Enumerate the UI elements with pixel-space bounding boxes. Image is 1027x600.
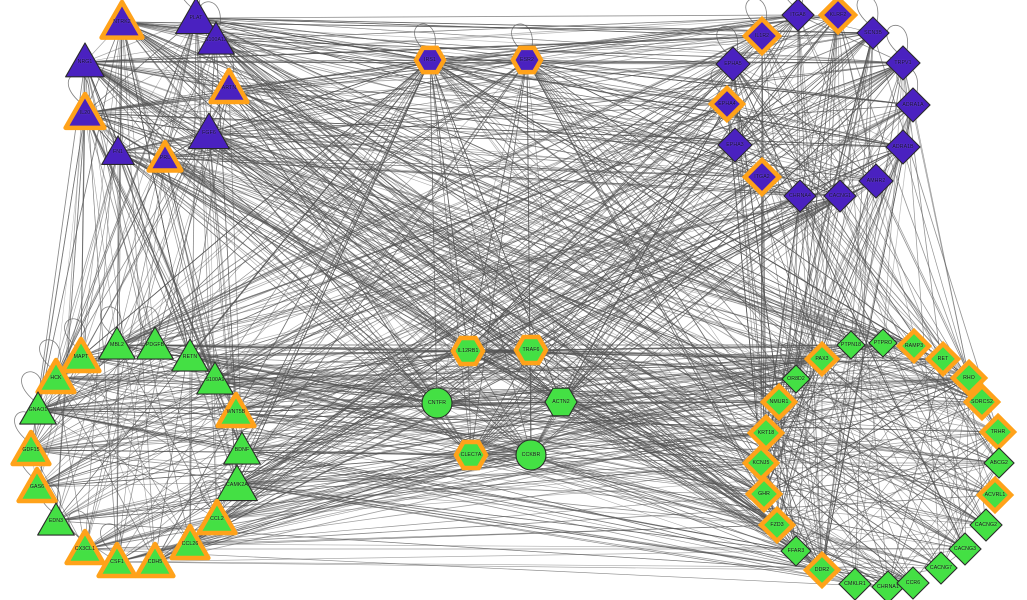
triangle-icon [171,338,209,372]
triangle-icon [64,528,106,566]
circle-icon [421,387,453,419]
hexagon-icon [413,45,447,75]
diamond-icon [924,551,958,585]
triangle-icon [35,357,77,395]
diamond-icon [802,550,842,590]
triangle-icon [37,502,75,536]
triangle-icon [197,21,235,55]
graph-node[interactable]: S100A12 [192,16,240,64]
graph-node[interactable]: NRG1 [60,37,110,87]
triangle-icon [65,42,105,78]
triangle-icon [223,431,261,465]
triangle-icon [134,541,176,579]
diamond-icon [757,505,797,545]
triangle-icon [146,139,184,173]
diamond-icon [868,328,898,358]
diamond-icon [803,340,841,378]
diamond-icon [924,340,962,378]
triangle-icon [216,464,258,502]
diamond-icon [783,179,817,213]
diamond-icon [895,327,933,365]
hexagon-icon [450,335,486,367]
triangle-icon [98,326,136,360]
graph-node[interactable]: CHRNA4 [778,174,822,218]
triangle-icon [175,0,217,35]
diamond-icon [895,87,931,123]
diamond-icon [978,412,1018,452]
graph-node[interactable]: CACNG1 [818,174,862,218]
diamond-icon [858,163,894,199]
triangle-icon [169,523,211,561]
graph-node[interactable]: ITGA8 [776,0,820,37]
graph-node[interactable]: TRPV1 [880,40,926,86]
graph-node[interactable]: EPHA5 [710,41,756,87]
diamond-icon [780,535,812,567]
diamond-icon [948,532,982,566]
diamond-icon [885,129,921,165]
diamond-icon [744,474,784,514]
graph-node[interactable]: CLEC7A [450,434,492,476]
diamond-icon [836,330,866,360]
graph-node[interactable]: CNTFR [416,382,458,424]
diamond-icon [781,0,815,32]
graph-node[interactable]: IRS1 [410,40,450,80]
diamond-icon [759,382,799,422]
diamond-icon [975,475,1015,515]
triangle-icon [188,112,230,150]
diamond-icon [741,15,783,57]
diamond-icon [715,46,751,82]
diamond-icon [741,156,783,198]
triangle-icon [63,91,107,131]
diamond-icon [885,45,921,81]
triangle-icon [215,391,257,429]
graph-node[interactable]: CCKBR [510,434,552,476]
graph-node[interactable]: ESR2 [507,40,547,80]
graph-node[interactable]: IL12RB1 [447,330,489,372]
graph-node[interactable]: FN1 [96,130,140,174]
hexagon-icon [513,334,549,366]
triangle-icon [16,466,58,504]
triangle-icon [19,391,57,425]
triangle-icon [208,67,250,105]
graph-node[interactable]: CCL26 [166,520,214,568]
triangle-icon [196,498,238,536]
graph-node[interactable]: ADRA1A [890,82,936,128]
triangle-icon [101,135,135,166]
triangle-icon [136,326,174,360]
hexagon-icon [510,45,544,75]
triangle-icon [96,541,138,579]
graph-node[interactable]: ARTN [205,64,253,112]
triangle-icon [10,429,52,467]
triangle-icon [196,361,234,395]
circle-icon [515,439,547,471]
diamond-icon [823,179,857,213]
triangle-icon [60,336,102,374]
diamond-icon [969,508,1003,542]
graph-node[interactable]: PRL [143,136,187,180]
diamond-icon [983,447,1015,479]
graph-node[interactable]: FGF6 [183,107,235,159]
diamond-icon [781,364,811,394]
diamond-icon [838,567,872,600]
diamond-icon [717,127,753,163]
diamond-icon [707,84,747,124]
triangle-icon [99,0,145,40]
diamond-icon [949,358,989,398]
diamond-icon [856,16,890,50]
diamond-icon [817,0,859,36]
hexagon-icon [544,387,578,417]
graph-node[interactable]: ACTN2 [539,380,583,424]
diamond-icon [962,382,1002,422]
graph-node[interactable]: EPHA4 [705,82,749,126]
hexagon-icon [453,439,489,471]
graph-node[interactable]: CCR6 [891,561,935,600]
graph-node[interactable]: TRAF6 [510,329,552,371]
diamond-icon [896,566,930,600]
